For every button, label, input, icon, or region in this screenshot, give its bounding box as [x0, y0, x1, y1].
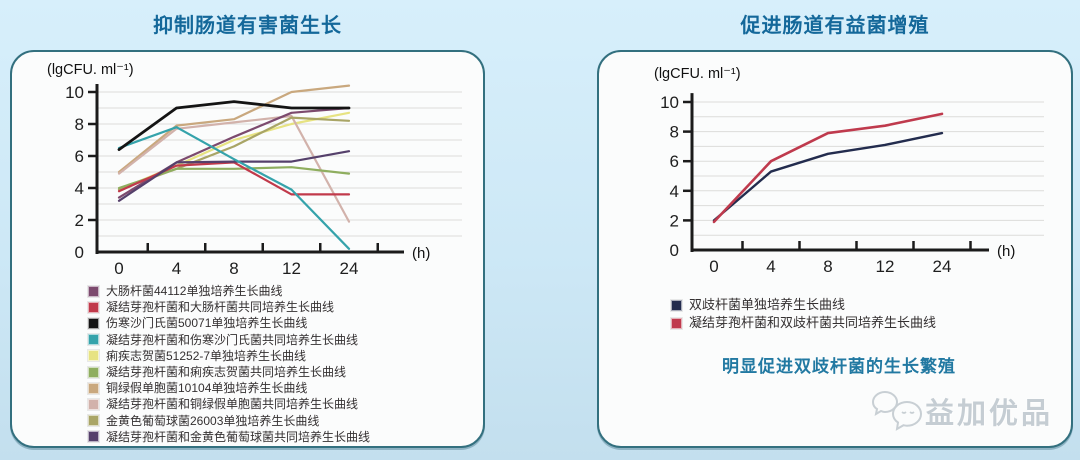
legend-item: 铜绿假单胞菌10104单独培养生长曲线: [88, 380, 370, 396]
legend-swatch: [671, 299, 682, 311]
x-tick-label: 8: [229, 259, 238, 278]
y-tick-label: 2: [670, 211, 679, 230]
legend-label: 凝结芽孢杆菌和金黄色葡萄球菌共同培养生长曲线: [106, 429, 371, 444]
legend-swatch: [88, 318, 99, 329]
legend-label: 凝结芽孢杆菌和大肠杆菌共同培养生长曲线: [106, 300, 335, 315]
x-tick-label: 24: [340, 259, 359, 278]
chat-bubbles-icon: [871, 390, 922, 431]
legend-label: 铜绿假单胞菌10104单独培养生长曲线: [106, 381, 308, 396]
x-tick-label: 24: [933, 257, 952, 276]
x-tick-label: 4: [172, 259, 181, 278]
legend-swatch: [88, 415, 99, 427]
watermark-text: 益加优品: [924, 398, 1053, 430]
legend-item: 凝结芽孢杆菌和大肠杆菌共同培养生长曲线: [88, 299, 370, 315]
y-tick-label: 10: [65, 83, 84, 102]
promotion-chart-legend: 双歧杆菌单独培养生长曲线凝结芽孢杆菌和双歧杆菌共同培养生长曲线: [671, 296, 936, 332]
x-tick-label: 4: [766, 257, 775, 276]
x-tick-label: 8: [823, 257, 832, 276]
legend-label: 大肠杆菌44112单独培养生长曲线: [106, 284, 283, 298]
legend-item: 伤寒沙门氏菌50071单独培养生长曲线: [88, 315, 370, 331]
legend-item: 凝结芽孢杆菌和伤寒沙门氏菌共同培养生长曲线: [88, 332, 370, 348]
legend-label: 凝结芽孢杆菌和铜绿假单胞菌共同培养生长曲线: [106, 397, 359, 412]
legend-swatch: [88, 366, 99, 378]
legend-item: 凝结芽孢杆菌和金黄色葡萄球菌共同培养生长曲线: [88, 429, 370, 445]
y-tick-label: 8: [670, 123, 679, 142]
y-tick-label: 0: [670, 241, 679, 260]
y-axis-unit-label: (lgCFU. ml⁻¹): [654, 66, 741, 82]
legend-swatch: [88, 399, 99, 411]
legend-item: 凝结芽孢杆菌和铜绿假单胞菌共同培养生长曲线: [88, 396, 370, 412]
y-tick-label: 6: [670, 152, 679, 171]
legend-swatch: [88, 301, 99, 313]
x-tick-label: 12: [282, 259, 301, 278]
series-line: [117, 150, 351, 202]
x-tick-label: 0: [114, 259, 123, 278]
y-tick-label: 8: [75, 115, 84, 134]
x-tick-label: 12: [876, 257, 895, 276]
y-axis-unit-label: (lgCFU. ml⁻¹): [47, 62, 134, 78]
harmful-bacteria-panel: 0 2 4 6 8 10 0 4 8 12 24 (lgCFU. ml⁻¹) (h) 大肠杆菌44112…: [10, 50, 485, 448]
legend-label: 凝结芽孢杆菌和伤寒沙门氏菌共同培养生长曲线: [106, 332, 359, 347]
legend-swatch: [88, 350, 99, 362]
legend-item: 金黄色葡萄球菌26003单独培养生长曲线: [88, 413, 370, 429]
legend-label: 痢疾志贺菌51252-7单独培养生长曲线: [106, 348, 307, 363]
legend-item: 凝结芽孢杆菌和双歧杆菌共同培养生长曲线: [671, 314, 936, 332]
legend-swatch: [88, 334, 99, 346]
y-tick-label: 4: [75, 179, 84, 198]
x-tick-label: 0: [709, 257, 718, 276]
legend-label: 双歧杆菌单独培养生长曲线: [689, 297, 846, 312]
legend-label: 伤寒沙门氏菌50071单独培养生长曲线: [106, 316, 308, 331]
series-line: [712, 131, 944, 222]
beneficial-bacteria-panel: 0 2 4 6 8 10 0 4 8 12 24 (lgCFU. ml⁻¹) (h) 双歧杆菌单独培养生…: [597, 50, 1073, 448]
left-chart-title: 抑制肠道有害菌生长: [153, 15, 342, 37]
legend-item: 凝结芽孢杆菌和痢疾志贺菌共同培养生长曲线: [88, 364, 370, 380]
conclusion-note: 明显促进双歧杆菌的生长繁殖: [722, 357, 956, 376]
legend-swatch: [88, 431, 99, 443]
series-line: [117, 84, 351, 174]
series-line: [117, 100, 351, 151]
y-tick-label: 2: [75, 211, 84, 230]
y-tick-label: 10: [660, 93, 679, 112]
y-tick-label: 4: [670, 182, 679, 201]
y-tick-label: 6: [75, 147, 84, 166]
right-chart-title: 促进肠道有益菌增殖: [740, 15, 930, 37]
legend-label: 凝结芽孢杆菌和痢疾志贺菌共同培养生长曲线: [106, 365, 347, 380]
series-line: [117, 126, 351, 250]
legend-swatch: [88, 382, 99, 394]
legend-swatch: [88, 285, 99, 297]
brand-watermark: 益加优品: [871, 388, 1053, 434]
x-axis-unit-label: (h): [997, 243, 1015, 260]
y-tick-label: 0: [75, 243, 84, 262]
legend-swatch: [671, 317, 682, 329]
inhibition-chart-legend: 大肠杆菌44112单独培养生长曲线凝结芽孢杆菌和大肠杆菌共同培养生长曲线 伤寒沙门…: [88, 283, 370, 445]
series-line: [117, 114, 351, 223]
legend-label: 金黄色葡萄球菌26003单独培养生长曲线: [106, 413, 320, 428]
legend-item: 痢疾志贺菌51252-7单独培养生长曲线: [88, 348, 370, 364]
x-axis-unit-label: (h): [412, 245, 430, 262]
legend-label: 凝结芽孢杆菌和双歧杆菌共同培养生长曲线: [689, 315, 937, 330]
legend-item: 大肠杆菌44112单独培养生长曲线: [88, 283, 370, 299]
series-line: [712, 112, 944, 224]
legend-item: 双歧杆菌单独培养生长曲线: [671, 296, 936, 314]
